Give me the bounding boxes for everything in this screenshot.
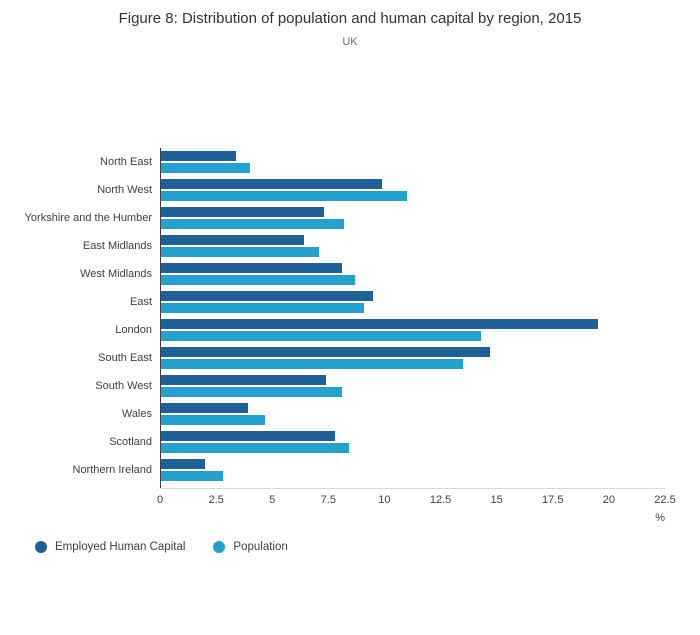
y-axis-line (160, 148, 161, 488)
bar-population[interactable] (160, 471, 223, 481)
category-label: Wales (121, 408, 152, 420)
bar-population[interactable] (160, 359, 463, 369)
x-tick-label: 0 (156, 494, 164, 506)
bar-employed-human-capital[interactable] (160, 319, 598, 329)
x-tick-label: 15 (490, 494, 503, 506)
bar-group (160, 318, 665, 342)
legend-label: Population (233, 541, 288, 553)
bar-population[interactable] (160, 415, 266, 425)
bar-population[interactable] (160, 163, 250, 173)
plot-area: North East North West Yorkshire and the Hu… (0, 148, 665, 484)
bar-group (160, 234, 665, 258)
x-tick-label: 7.5 (320, 494, 336, 506)
chart-row: London (0, 316, 665, 344)
chart-row: Scotland (0, 428, 665, 456)
category-label: East Midlands (82, 240, 152, 252)
bar-employed-human-capital[interactable] (160, 263, 342, 273)
bar-group (160, 290, 665, 314)
x-axis-unit-label: % (655, 512, 665, 524)
category-label: London (115, 324, 152, 336)
chart-row: South West (0, 372, 665, 400)
bar-employed-human-capital[interactable] (160, 347, 490, 357)
chart-subtitle: UK (342, 36, 358, 48)
bar-employed-human-capital[interactable] (160, 151, 237, 161)
bar-group (160, 178, 665, 202)
chart-row: Yorkshire and the Humber (0, 204, 665, 232)
legend-label: Employed Human Capital (55, 541, 186, 553)
x-tick-label: 17.5 (542, 494, 564, 506)
bar-employed-human-capital[interactable] (160, 291, 374, 301)
bar-employed-human-capital[interactable] (160, 431, 336, 441)
bar-group (160, 430, 665, 454)
category-label: South West (95, 380, 152, 392)
category-label: North East (100, 156, 152, 168)
legend-item-employed-human-capital[interactable]: Employed Human Capital (35, 541, 185, 553)
bar-employed-human-capital[interactable] (160, 179, 383, 189)
bar-population[interactable] (160, 191, 407, 201)
bar-employed-human-capital[interactable] (160, 235, 304, 245)
category-label: Scotland (109, 436, 152, 448)
chart-row: North West (0, 176, 665, 204)
bar-employed-human-capital[interactable] (160, 403, 248, 413)
x-axis-ticks: 0 2.5 5 7.5 10 12.5 15 17.5 20 22.5 (156, 494, 676, 508)
category-label: East (129, 296, 152, 308)
bar-employed-human-capital[interactable] (160, 459, 205, 469)
bar-population[interactable] (160, 247, 320, 257)
bar-group (160, 458, 665, 482)
bar-group (160, 262, 665, 286)
chart-row: East Midlands (0, 232, 665, 260)
chart-row: South East (0, 344, 665, 372)
bar-group (160, 150, 665, 174)
category-label: South East (98, 352, 152, 364)
chart-row: East (0, 288, 665, 316)
x-tick-label: 22.5 (654, 494, 676, 506)
legend-swatch-icon (35, 541, 47, 553)
category-label: West Midlands (80, 268, 152, 280)
chart-row: Northern Ireland (0, 456, 665, 484)
category-label: Northern Ireland (72, 464, 153, 476)
bar-group (160, 374, 665, 398)
x-tick-label: 2.5 (208, 494, 224, 506)
chart-title: Figure 8: Distribution of population and… (118, 10, 582, 27)
bar-population[interactable] (160, 387, 342, 397)
bar-employed-human-capital[interactable] (160, 207, 324, 217)
legend-swatch-icon (213, 541, 226, 553)
legend-item-population[interactable]: Population (213, 541, 288, 553)
x-tick-label: 10 (378, 494, 391, 506)
category-label: Yorkshire and the Humber (24, 212, 152, 224)
bar-group (160, 402, 665, 426)
x-tick-label: 20 (602, 494, 615, 506)
chart-row: Wales (0, 400, 665, 428)
bar-population[interactable] (160, 443, 349, 453)
bar-population[interactable] (160, 331, 481, 341)
x-tick-label: 12.5 (429, 494, 452, 506)
bar-population[interactable] (160, 275, 356, 285)
chart-row: North East (0, 148, 665, 176)
x-tick-label: 5 (269, 494, 276, 506)
bar-population[interactable] (160, 303, 365, 313)
bar-population[interactable] (160, 219, 345, 229)
chart-row: West Midlands (0, 260, 665, 288)
bar-group (160, 346, 665, 370)
bar-employed-human-capital[interactable] (160, 375, 327, 385)
bar-group (160, 206, 665, 230)
legend: Employed Human Capital Population (35, 541, 288, 553)
category-label: North West (97, 184, 152, 196)
x-axis-line (160, 488, 665, 489)
